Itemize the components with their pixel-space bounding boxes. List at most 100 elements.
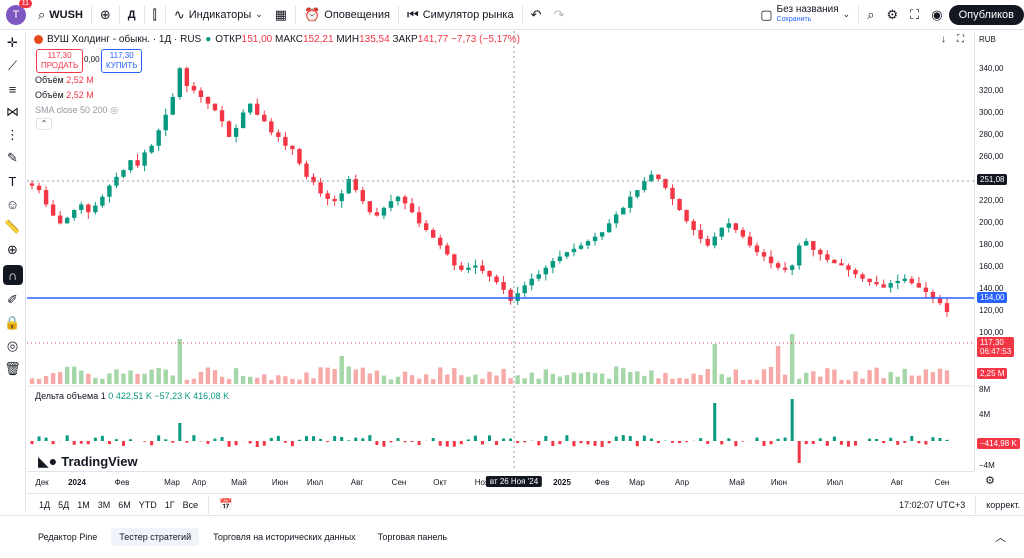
clock[interactable]: 17:02:07 UTC+3	[898, 499, 966, 510]
emoji-icon[interactable]: ☺	[5, 196, 20, 212]
text-icon[interactable]: T	[8, 173, 17, 189]
collapse-icon[interactable]: ︿	[995, 532, 1006, 544]
range-ytd[interactable]: YTD	[138, 499, 157, 510]
range-6m[interactable]: 6М	[118, 499, 131, 510]
candles	[29, 66, 950, 317]
price-tick: 100,00	[979, 328, 1004, 337]
study-volume-2[interactable]: Объём 2,52 M	[35, 90, 94, 100]
tab-replay-trading[interactable]: Торговля на исторических данных	[213, 532, 356, 542]
delta-tick: 8M	[979, 385, 991, 394]
study-sma[interactable]: SMA close 50 200 ◎	[35, 105, 118, 116]
sell-label: ПРОДАТЬ	[41, 61, 79, 70]
adjustment-toggle[interactable]: коррект.	[986, 499, 1020, 510]
delta-bar	[37, 436, 41, 441]
delta-bar	[720, 441, 724, 445]
time-tick: Ноя	[474, 478, 490, 487]
trash-icon[interactable]: 🗑	[4, 361, 21, 376]
chart-canvas[interactable]	[27, 31, 974, 471]
ruler-icon[interactable]: 📏	[4, 219, 21, 234]
study-delta-volume[interactable]: Дельта объема 1 0 422,51 K −57,23 K 416,…	[35, 391, 229, 401]
range-5d[interactable]: 5Д	[58, 499, 70, 510]
volume-bar	[423, 374, 429, 384]
publish-button[interactable]: Опубликов	[948, 4, 1024, 25]
volume-bar	[670, 378, 675, 384]
volume-bar	[255, 377, 260, 384]
tab-strategy-tester[interactable]: Тестер стратегий	[111, 528, 200, 546]
delta-bar	[171, 441, 175, 443]
indicators-button[interactable]: ∿ Индикаторы ⌄	[168, 0, 269, 30]
lock-icon[interactable]: 🔒	[4, 315, 21, 330]
brush-icon[interactable]: ✎	[7, 150, 18, 165]
lock-drawing-icon[interactable]: ✐	[7, 292, 18, 307]
range-1y[interactable]: 1Г	[164, 499, 175, 510]
layout-name-button[interactable]: ▢ Без названия Сохранить ⌄	[754, 0, 856, 30]
time-tick: Апр	[191, 478, 207, 487]
volume-bar	[177, 339, 183, 384]
tab-pine-editor[interactable]: Редактор Pine	[38, 532, 98, 542]
delta-bar	[516, 441, 520, 443]
user-avatar[interactable]: T 11	[6, 0, 32, 25]
fib-icon[interactable]: ≡	[8, 81, 17, 97]
volume-bar	[747, 379, 753, 384]
range-3m[interactable]: 3М	[97, 499, 111, 510]
tradingview-logo[interactable]: ◣● TradingView	[38, 453, 138, 470]
interval-button[interactable]: Д	[122, 0, 142, 30]
fullscreen-button[interactable]: ⛶	[904, 0, 925, 30]
settings-icon[interactable]: ⚙	[985, 475, 995, 487]
candle-body	[255, 103, 260, 115]
time-tick: Июл	[306, 478, 324, 487]
delta-bar	[854, 441, 857, 446]
time-axis[interactable]: Дек 2024 Фев Мар Апр Май Июн Июл Авг Сен Окт Ноя 202…	[27, 471, 974, 493]
volume-bar	[388, 379, 394, 384]
candle-body	[853, 269, 858, 275]
compare-button[interactable]: ⊕	[94, 0, 117, 30]
volume-bar	[508, 378, 513, 384]
volume-bar	[846, 379, 851, 384]
candles-icon: ⫿	[152, 7, 157, 22]
chart-type-button[interactable]: ⫿	[147, 0, 163, 30]
range-1m[interactable]: 1М	[77, 499, 90, 510]
calendar-icon[interactable]: 📅	[219, 499, 233, 511]
settings-button[interactable]: ⚙	[880, 0, 904, 30]
crosshair-icon[interactable]: ✛	[7, 35, 18, 50]
symbol-search[interactable]: ⌕ WUSH	[32, 0, 89, 30]
crosshair-price-label: 251,08	[977, 174, 1008, 185]
delta-tick: 4M	[979, 410, 991, 419]
collapse-legend-button[interactable]: ⌃	[36, 118, 52, 130]
zoom-in-icon[interactable]: ⊕	[7, 242, 18, 257]
delta-bar	[255, 441, 259, 447]
undo-button[interactable]: ↶	[525, 0, 548, 30]
time-tick: 2024	[68, 478, 86, 487]
candle-body	[832, 259, 837, 264]
sell-button[interactable]: 117,30 ПРОДАТЬ	[36, 49, 84, 73]
pattern-icon[interactable]: ⋈	[6, 104, 19, 119]
chevron-down-icon[interactable]: ↓	[941, 34, 946, 45]
fullscreen-pane-icon[interactable]: ⛶	[957, 34, 964, 45]
delta-bar	[825, 441, 829, 446]
quick-search-button[interactable]: ⌕	[861, 0, 880, 30]
close-value: 141,77	[417, 34, 449, 45]
candle-body	[36, 185, 42, 191]
alerts-button[interactable]: ⏰ Оповещения	[298, 0, 396, 30]
replay-button[interactable]: ⏮ Симулятор рынка	[401, 0, 520, 30]
magnet-icon[interactable]: ∩	[2, 265, 23, 285]
delta-value: 422,51 K	[115, 391, 152, 401]
candle-body	[564, 252, 570, 257]
trendline-icon[interactable]: ⟋	[7, 58, 18, 73]
snapshot-button[interactable]: ◉	[925, 0, 948, 30]
range-all[interactable]: Все	[182, 499, 199, 510]
redo-button[interactable]: ↷	[547, 0, 570, 30]
price-axis[interactable]: RUB 340,00320,00300,00280,00260,00240,00…	[974, 31, 1024, 471]
delta-bar	[565, 435, 569, 441]
buy-button[interactable]: 117,30 КУПИТЬ	[101, 49, 143, 73]
layouts-button[interactable]: ▦	[269, 0, 293, 30]
eye-icon[interactable]: ◎	[6, 338, 19, 353]
projection-icon[interactable]: ⋮	[6, 127, 19, 142]
tab-trading-panel[interactable]: Торговая панель	[377, 532, 448, 542]
delta-bar	[875, 439, 879, 441]
range-1d[interactable]: 1Д	[39, 499, 51, 510]
candle-body	[494, 276, 499, 283]
candle-body	[198, 90, 204, 98]
study-volume-1[interactable]: Объём 2,52 M	[35, 75, 94, 85]
layout-name: Без названия	[776, 3, 839, 15]
